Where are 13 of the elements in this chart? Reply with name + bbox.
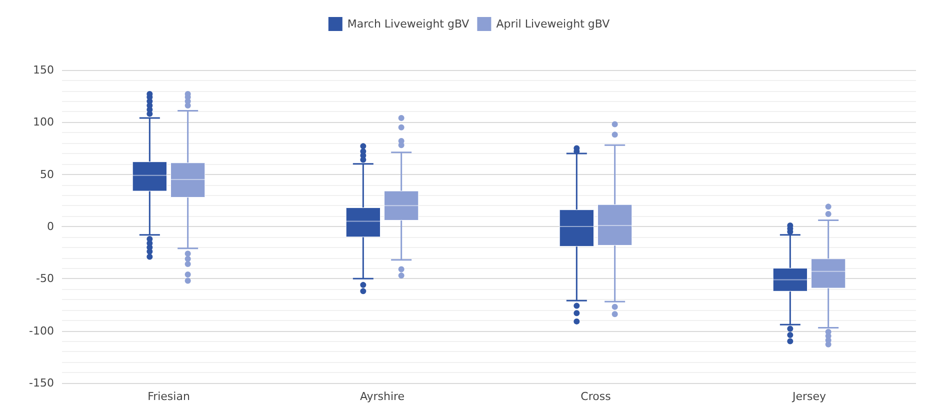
y-tick-label: 150 [33, 64, 54, 76]
x-tick-label: Cross [580, 390, 612, 403]
legend-label: March Liveweight gBV [347, 18, 470, 30]
y-tick-label: -150 [29, 376, 54, 390]
y-tick-label: 50 [40, 168, 54, 181]
x-tick-label: Ayrshire [360, 390, 405, 403]
y-tick-label: 100 [33, 116, 54, 129]
y-tick-label: -50 [36, 272, 54, 286]
x-tick-label: Friesian [148, 390, 190, 403]
y-tick-label: -100 [29, 324, 54, 338]
x-tick-label: Jersey [791, 390, 827, 403]
y-tick-label: 0 [47, 220, 54, 233]
legend-label: April Liveweight gBV [496, 18, 610, 30]
